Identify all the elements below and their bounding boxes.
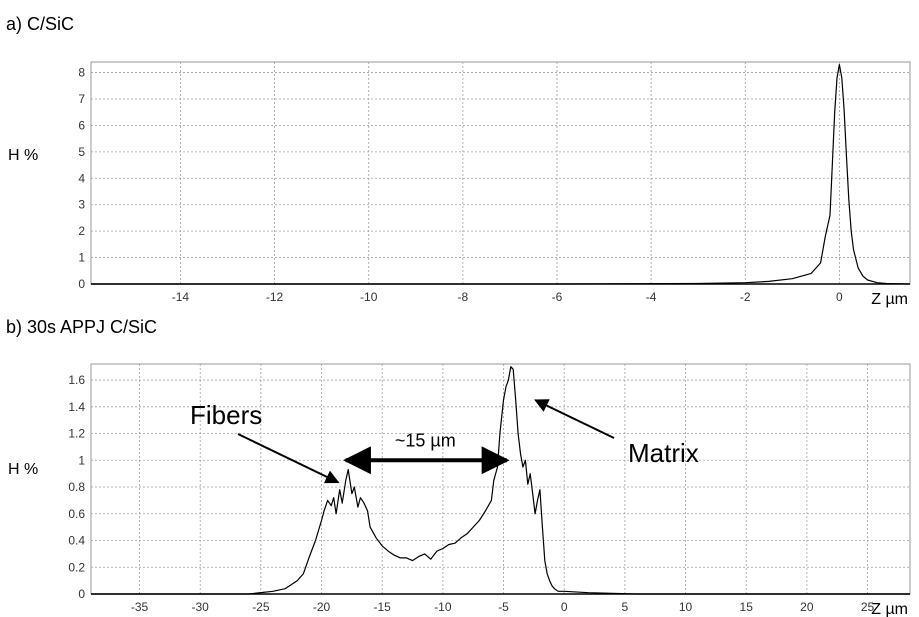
y-tick-label: 0.8 — [68, 480, 85, 494]
data-series-line — [91, 63, 911, 285]
y-tick-label: 1 — [78, 453, 85, 467]
y-axis-label: H % — [8, 147, 38, 164]
chart-panel-b: 0 0.2 0.4 0.6 0.8 1 1.2 1.4 1.6 -35 -30 -25 -20 -15 -1… — [8, 363, 911, 617]
y-tick-label: 0.4 — [68, 534, 85, 548]
panel-b-title: b) 30s APPJ C/SiC — [6, 317, 158, 337]
x-tick-label: -6 — [552, 290, 563, 304]
y-tick-label: 1.2 — [68, 427, 85, 441]
x-tick-label: 25 — [861, 600, 875, 614]
y-tick-label: 0 — [78, 587, 85, 601]
x-tick-label: -4 — [646, 290, 657, 304]
x-tick-label: 20 — [800, 600, 814, 614]
y-tick-label: 5 — [78, 145, 85, 159]
x-tick-label: 15 — [740, 600, 754, 614]
matrix-arrow — [534, 399, 615, 439]
x-axis-label: Z µm — [871, 291, 908, 308]
x-tick-label: -15 — [374, 600, 392, 614]
y-tick-label: 1 — [78, 251, 85, 265]
matrix-label: Matrix — [628, 438, 699, 468]
panel-a-title: a) C/SiC — [6, 14, 75, 34]
x-tick-label: -2 — [740, 290, 751, 304]
x-tick-label: -8 — [458, 290, 469, 304]
x-tick-label: -30 — [192, 600, 210, 614]
spacing-label: ~15 µm — [395, 430, 456, 450]
data-series-line — [91, 366, 910, 595]
x-tick-label: -12 — [266, 290, 284, 304]
y-tick-label: 0 — [78, 277, 85, 291]
x-tick-label: 10 — [679, 600, 693, 614]
fibers-label: Fibers — [190, 400, 262, 430]
y-axis-label: H % — [8, 461, 38, 478]
x-tick-label: 0 — [561, 600, 568, 614]
y-tick-label: 3 — [78, 198, 85, 212]
plot-frame — [90, 61, 911, 285]
y-tick-label: 4 — [78, 171, 85, 185]
y-tick-label: 1.6 — [68, 373, 85, 387]
x-axis-label: Z µm — [871, 601, 908, 617]
x-tick-label: -35 — [131, 600, 149, 614]
y-tick-label: 1.4 — [68, 400, 85, 414]
y-tick-label: 2 — [78, 224, 85, 238]
x-tick-label: -14 — [172, 290, 190, 304]
x-tick-label: -20 — [313, 600, 331, 614]
x-tick-label: -10 — [434, 600, 452, 614]
x-tick-label: 5 — [622, 600, 629, 614]
x-tick-label: -10 — [360, 290, 378, 304]
x-tick-label: 0 — [836, 290, 843, 304]
y-tick-label: 7 — [78, 92, 85, 106]
y-tick-label: 6 — [78, 118, 85, 132]
plot-frame — [90, 363, 911, 595]
y-tick-label: 0.2 — [68, 560, 85, 574]
chart-panel-a: 0 1 2 3 4 5 6 7 8 -14 -12 -10 -8 -6 -4 -2 0 H % Z µm — [8, 61, 911, 308]
fibers-arrow — [237, 433, 340, 484]
x-tick-label: -25 — [252, 600, 270, 614]
x-tick-label: -5 — [498, 600, 509, 614]
y-tick-label: 0.6 — [68, 507, 85, 521]
y-tick-label: 8 — [78, 66, 85, 80]
